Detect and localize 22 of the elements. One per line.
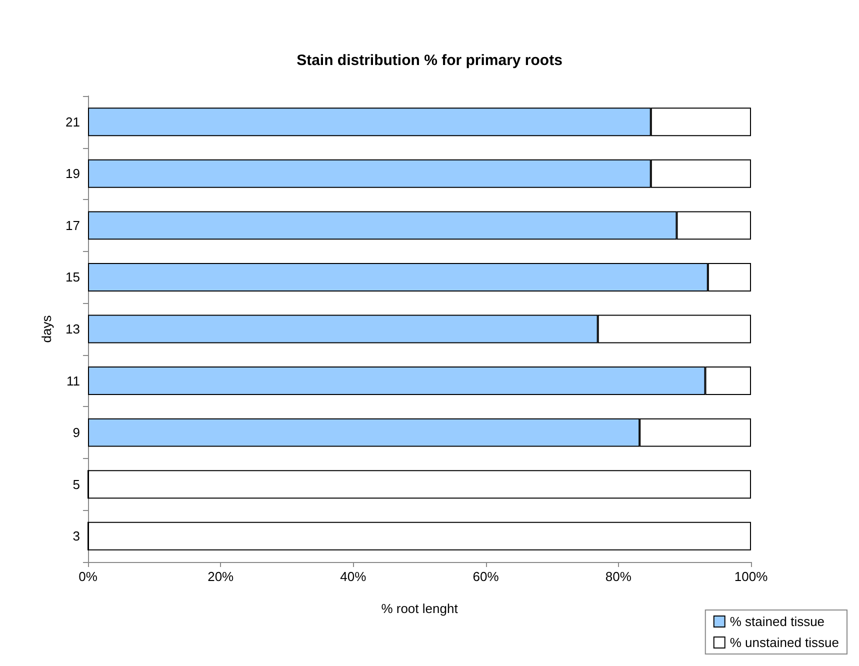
- x-tick-label: 80%: [605, 569, 632, 584]
- y-tick-label: 19: [66, 166, 80, 182]
- x-tick-label: 100%: [734, 569, 768, 584]
- x-axis-title: % root lenght: [381, 601, 458, 616]
- y-tick-label: 9: [72, 425, 80, 440]
- y-tick-label: 15: [66, 270, 80, 285]
- legend-label: % unstained tissue: [730, 635, 839, 650]
- y-tick-label: 5: [72, 476, 80, 492]
- x-tick-label: 0%: [78, 569, 98, 584]
- legend-label: % stained tissue: [730, 614, 825, 629]
- bar: [88, 522, 751, 550]
- x-tick-label: 40%: [340, 569, 367, 584]
- chart-title: Stain distribution % for primary roots: [296, 52, 562, 69]
- y-tick-label: 3: [72, 528, 80, 544]
- x-tick-label: 20%: [208, 569, 234, 584]
- y-tick-label: 17: [66, 218, 80, 233]
- y-tick-label: 21: [66, 114, 80, 130]
- y-tick-label: 11: [66, 373, 80, 388]
- x-tick-label: 60%: [472, 569, 500, 584]
- y-tick-label: 13: [66, 322, 80, 336]
- bar: [88, 470, 751, 499]
- y-axis-title: days: [39, 314, 54, 343]
